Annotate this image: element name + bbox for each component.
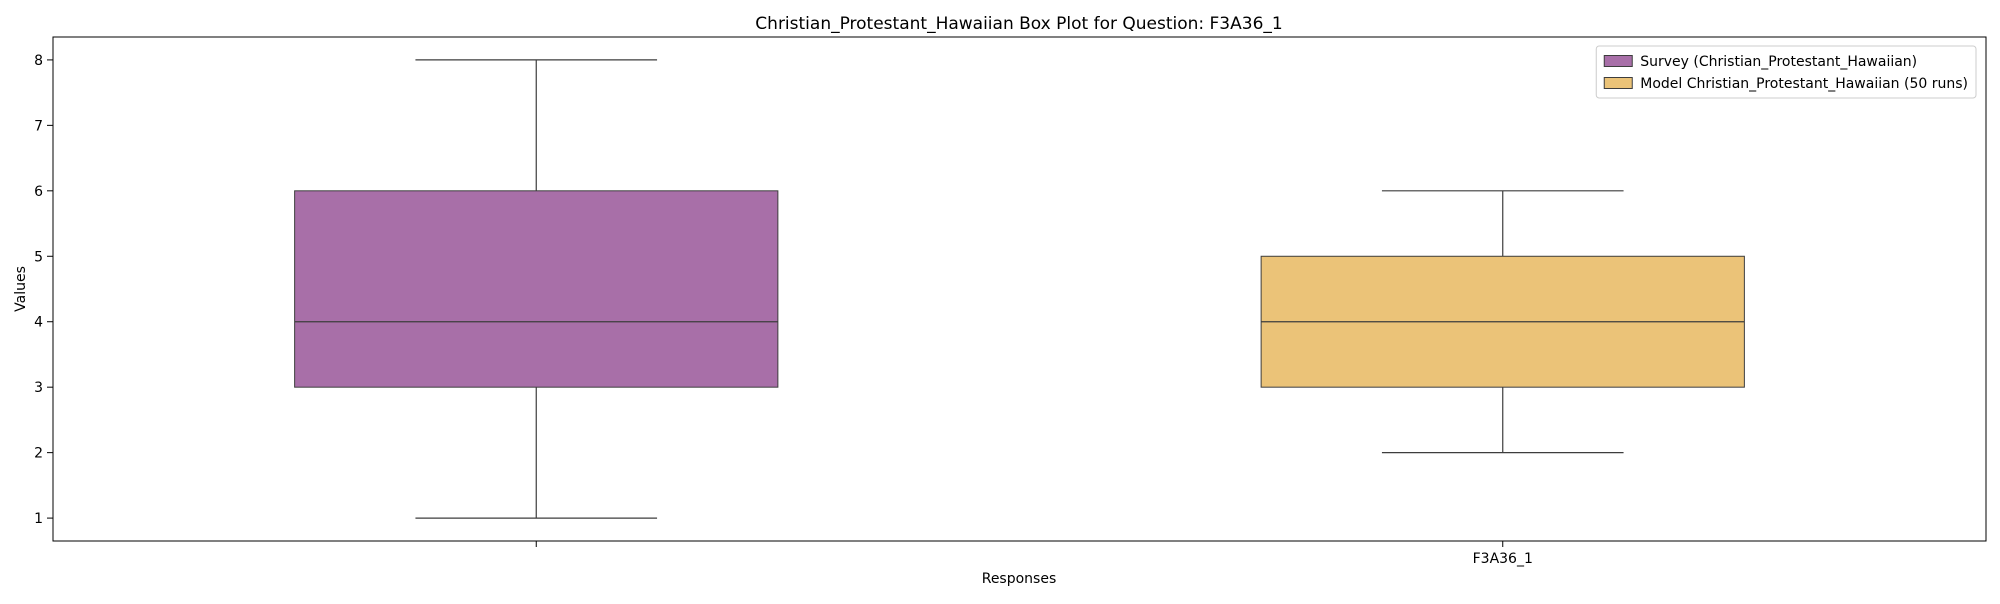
legend-frame (1595, 45, 1977, 99)
legend-label: Survey (Christian_Protestant_Hawaiian) (1640, 54, 1917, 70)
legend-label: Model Christian_Protestant_Hawaiian (50 … (1640, 76, 1968, 92)
x-axis: F3A36_1 (535, 541, 1533, 567)
y-tick-label: 7 (34, 118, 43, 134)
legend-swatch (1603, 55, 1633, 67)
legend-swatch (1603, 77, 1633, 89)
legend: Survey (Christian_Protestant_Hawaiian) Mo… (1595, 45, 1977, 99)
y-axis: 1 2 3 4 5 6 7 8 (34, 53, 53, 527)
chart-title: Christian_Protestant_Hawaiian Box Plot f… (755, 14, 1282, 34)
y-tick-label: 8 (34, 53, 43, 69)
y-tick-label: 5 (34, 249, 43, 265)
plot-layer (294, 59, 1745, 519)
box-group (1260, 190, 1745, 454)
x-tick-label: F3A36_1 (1473, 551, 1533, 567)
y-tick-label: 6 (34, 184, 43, 200)
box-group (294, 59, 779, 519)
y-tick-label: 2 (34, 446, 43, 462)
y-axis-label: Values (13, 266, 29, 312)
y-tick-label: 1 (34, 511, 43, 527)
y-tick-label: 4 (34, 315, 43, 331)
x-axis-label: Responses (982, 571, 1057, 587)
plot-frame (52, 36, 1987, 542)
y-tick-label: 3 (34, 380, 43, 396)
box-iqr (294, 190, 779, 388)
